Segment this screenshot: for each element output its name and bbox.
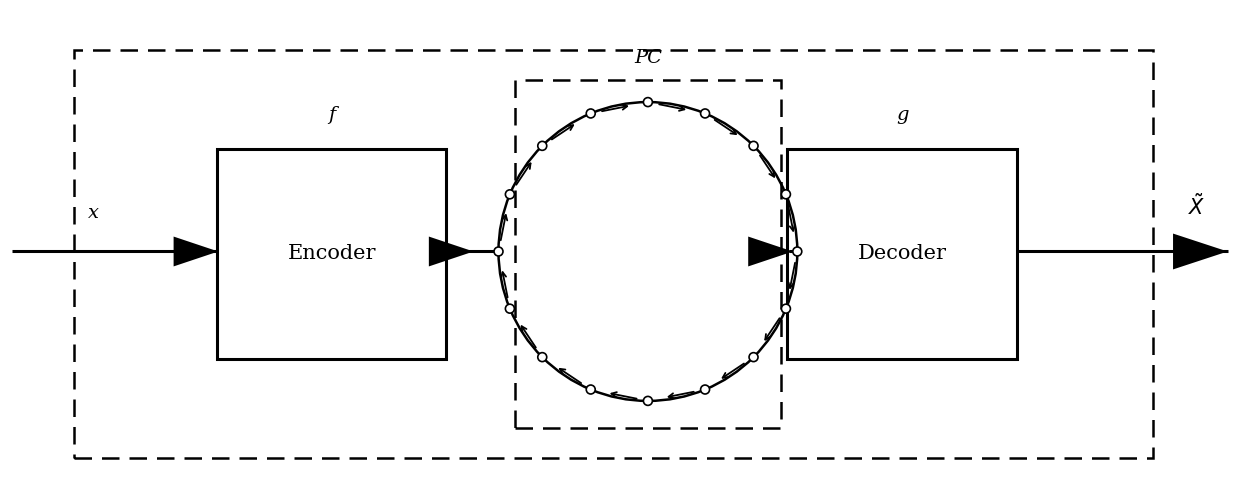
- Text: Decoder: Decoder: [858, 245, 946, 263]
- Polygon shape: [174, 237, 218, 266]
- Ellipse shape: [506, 304, 515, 313]
- Ellipse shape: [701, 109, 709, 118]
- Text: f: f: [329, 107, 335, 124]
- Ellipse shape: [701, 385, 709, 394]
- Ellipse shape: [644, 98, 652, 107]
- Ellipse shape: [792, 247, 802, 256]
- Ellipse shape: [538, 353, 547, 362]
- Ellipse shape: [781, 304, 790, 313]
- Text: Encoder: Encoder: [288, 245, 376, 263]
- Bar: [74, 50, 1153, 458]
- Ellipse shape: [749, 141, 758, 150]
- Ellipse shape: [749, 353, 758, 362]
- Bar: [515, 80, 781, 428]
- Bar: [217, 149, 446, 359]
- Text: g: g: [895, 107, 909, 124]
- Ellipse shape: [587, 109, 595, 118]
- Text: x: x: [88, 204, 98, 222]
- Ellipse shape: [587, 385, 595, 394]
- Ellipse shape: [506, 190, 515, 199]
- Ellipse shape: [494, 247, 503, 256]
- Polygon shape: [429, 237, 474, 266]
- Bar: [787, 149, 1017, 359]
- Polygon shape: [1173, 234, 1228, 269]
- Ellipse shape: [781, 190, 790, 199]
- Text: $\tilde{X}$: $\tilde{X}$: [1188, 193, 1205, 219]
- Ellipse shape: [644, 396, 652, 405]
- Text: PC: PC: [634, 49, 662, 67]
- Ellipse shape: [538, 141, 547, 150]
- Polygon shape: [748, 237, 792, 266]
